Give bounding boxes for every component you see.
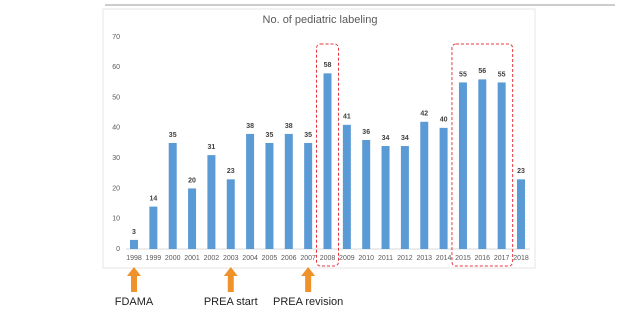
annotation: PREA revision bbox=[273, 296, 343, 308]
value-label: 40 bbox=[440, 117, 448, 124]
x-tick-label: 2018 bbox=[513, 255, 529, 262]
bar bbox=[342, 124, 351, 249]
bar bbox=[149, 206, 158, 249]
bar bbox=[420, 121, 429, 249]
bar bbox=[400, 146, 409, 249]
bar bbox=[439, 127, 448, 249]
bar bbox=[304, 143, 313, 249]
x-tick-label: 2003 bbox=[223, 255, 239, 262]
bar bbox=[226, 179, 235, 249]
x-tick-label: 2017 bbox=[494, 255, 510, 262]
value-label: 34 bbox=[382, 135, 390, 142]
x-tick-label: 2004 bbox=[242, 255, 258, 262]
arrow bbox=[223, 267, 238, 292]
value-label: 23 bbox=[227, 168, 235, 175]
x-tick-label: 2010 bbox=[358, 255, 374, 262]
x-tick-label: 2014 bbox=[436, 255, 452, 262]
bar bbox=[458, 82, 467, 249]
x-tick-label: 2007 bbox=[300, 255, 316, 262]
y-tick-label: 60 bbox=[112, 64, 120, 71]
x-tick-label: 2016 bbox=[475, 255, 491, 262]
value-label: 14 bbox=[149, 195, 157, 202]
y-tick-label: 20 bbox=[112, 185, 120, 192]
bar bbox=[188, 188, 197, 249]
value-label: 36 bbox=[362, 129, 370, 136]
bar bbox=[246, 133, 255, 249]
value-label: 35 bbox=[304, 132, 312, 139]
y-tick-label: 50 bbox=[112, 94, 120, 101]
value-label: 35 bbox=[169, 132, 177, 139]
x-tick-label: 1999 bbox=[146, 255, 162, 262]
value-label: 23 bbox=[517, 168, 525, 175]
chart-title: No. of pediatric labeling bbox=[263, 14, 378, 26]
annotation: PREA start bbox=[204, 296, 258, 308]
y-tick-label: 30 bbox=[112, 155, 120, 162]
value-label: 38 bbox=[246, 123, 254, 130]
x-tick-label: 2015 bbox=[455, 255, 471, 262]
x-tick-label: 2011 bbox=[378, 255, 393, 262]
value-label: 3 bbox=[132, 229, 136, 236]
bar bbox=[497, 82, 506, 249]
bar bbox=[381, 146, 390, 249]
annotation: FDAMA bbox=[115, 296, 154, 308]
highlight-box bbox=[316, 43, 339, 267]
bar bbox=[323, 73, 332, 249]
x-tick-label: 2009 bbox=[339, 255, 355, 262]
value-label: 41 bbox=[343, 114, 351, 121]
y-tick-label: 0 bbox=[116, 246, 120, 253]
y-tick-label: 70 bbox=[112, 34, 120, 41]
value-label: 58 bbox=[324, 62, 332, 69]
x-tick-label: 1998 bbox=[126, 255, 142, 262]
bar bbox=[265, 143, 274, 249]
value-label: 55 bbox=[459, 71, 467, 78]
arrow bbox=[127, 267, 141, 292]
chart-frame bbox=[102, 8, 536, 269]
x-tick-label: 2012 bbox=[397, 255, 413, 262]
bar bbox=[478, 79, 487, 250]
x-tick-label: 2006 bbox=[281, 255, 297, 262]
bar bbox=[284, 133, 293, 249]
bar bbox=[168, 143, 177, 249]
value-label: 55 bbox=[498, 71, 506, 78]
y-tick-label: 40 bbox=[112, 125, 120, 132]
value-label: 35 bbox=[266, 132, 274, 139]
value-label: 34 bbox=[401, 135, 409, 142]
value-label: 42 bbox=[420, 111, 428, 118]
bar bbox=[517, 179, 525, 249]
value-label: 31 bbox=[208, 144, 216, 151]
y-tick-label: 10 bbox=[112, 216, 120, 223]
bar bbox=[130, 239, 138, 249]
value-label: 20 bbox=[188, 177, 196, 184]
arrow bbox=[301, 267, 316, 292]
x-tick-label: 2002 bbox=[204, 255, 220, 262]
bar bbox=[207, 155, 216, 249]
x-tick-label: 2008 bbox=[320, 255, 336, 262]
x-tick-label: 2000 bbox=[165, 255, 181, 262]
value-label: 38 bbox=[285, 123, 293, 130]
x-tick-label: 2001 bbox=[184, 255, 200, 262]
x-tick-label: 2005 bbox=[262, 255, 278, 262]
bar bbox=[362, 139, 371, 249]
highlight-box bbox=[451, 43, 514, 267]
x-tick-label: 2013 bbox=[416, 255, 432, 262]
value-label: 56 bbox=[478, 68, 486, 75]
